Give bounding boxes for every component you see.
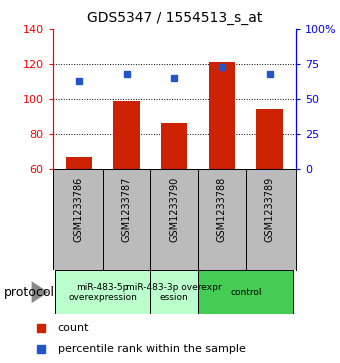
Text: GSM1233788: GSM1233788	[217, 177, 227, 242]
Bar	[114, 101, 140, 169]
Text: GSM1233786: GSM1233786	[74, 177, 84, 242]
Text: GSM1233787: GSM1233787	[122, 177, 132, 242]
Bar	[209, 62, 235, 169]
Text: percentile rank within the sample: percentile rank within the sample	[58, 344, 246, 354]
Text: control: control	[230, 288, 261, 297]
Bar	[55, 270, 150, 314]
Text: GSM1233789: GSM1233789	[265, 177, 275, 242]
Text: protocol: protocol	[3, 286, 54, 299]
Title: GDS5347 / 1554513_s_at: GDS5347 / 1554513_s_at	[87, 11, 262, 25]
Bar	[66, 156, 92, 169]
Text: miR-483-5p
overexpression: miR-483-5p overexpression	[68, 282, 137, 302]
Text: miR-483-3p overexpr
ession: miR-483-3p overexpr ession	[126, 282, 222, 302]
Bar	[161, 123, 187, 169]
Bar	[150, 270, 198, 314]
Bar	[198, 270, 293, 314]
Text: GSM1233790: GSM1233790	[169, 177, 179, 242]
Polygon shape	[32, 281, 49, 303]
Text: count: count	[58, 323, 89, 333]
Bar	[256, 109, 283, 169]
